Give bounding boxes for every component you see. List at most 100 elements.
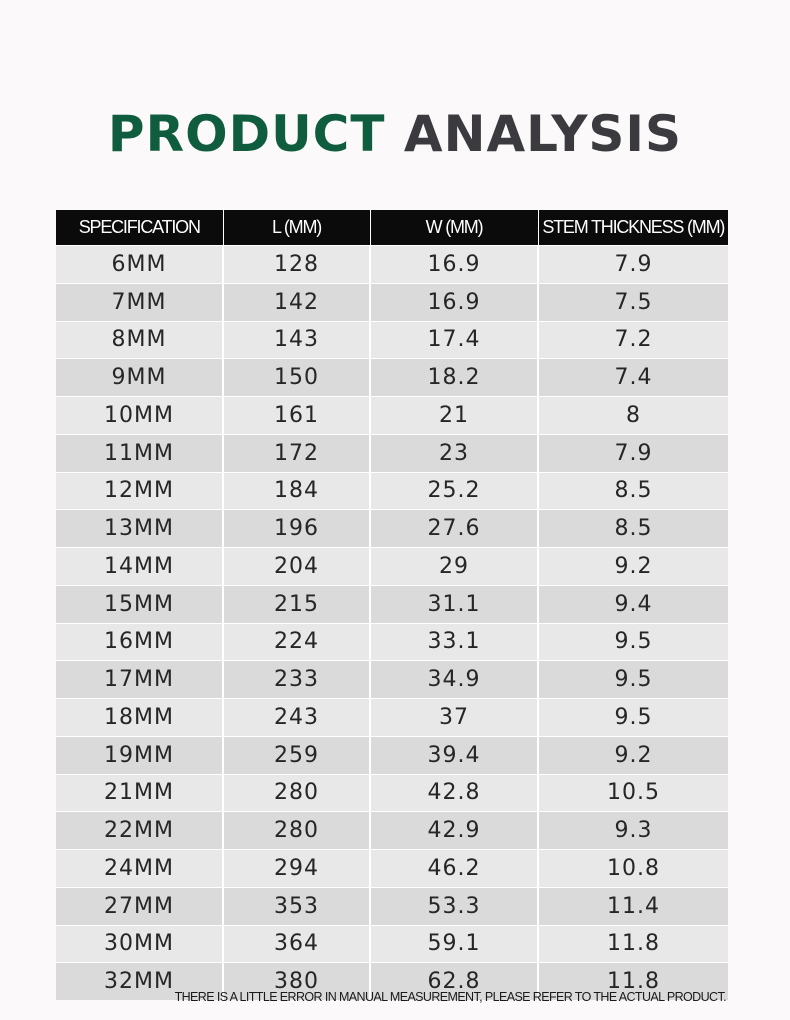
width-cell: 16.9	[370, 282, 539, 321]
stem-thickness-cell: 11.8	[538, 924, 728, 963]
page-title: PRODUCT ANALYSIS	[0, 104, 790, 164]
table-row: 30MM 364 59.1 11.8	[56, 924, 728, 963]
width-cell: 33.1	[370, 622, 539, 661]
length-cell: 224	[223, 622, 371, 661]
header-stem-thickness: STEM THICKNESS (MM)	[538, 210, 728, 246]
stem-thickness-cell: 7.5	[538, 282, 728, 321]
stem-thickness-cell: 11.4	[538, 886, 728, 925]
table-row: 8MM 143 17.4 7.2	[56, 320, 728, 359]
stem-thickness-cell: 9.4	[538, 584, 728, 623]
title-word-analysis: ANALYSIS	[403, 105, 683, 163]
stem-thickness-cell: 11.8	[538, 962, 728, 1000]
width-cell: 42.9	[370, 811, 539, 850]
title-word-product: PRODUCT	[107, 105, 386, 163]
header-specification: SPECIFICATION	[56, 210, 224, 246]
spec-cell: 12MM	[56, 471, 224, 510]
stem-thickness-cell: 9.5	[538, 622, 728, 661]
width-cell: 39.4	[370, 735, 539, 774]
length-cell: 259	[223, 735, 371, 774]
table-row: 19MM 259 39.4 9.2	[56, 735, 728, 774]
table-row: 15MM 215 31.1 9.4	[56, 584, 728, 623]
width-cell: 34.9	[370, 660, 539, 699]
table-row: 12MM 184 25.2 8.5	[56, 471, 728, 510]
width-cell: 53.3	[370, 886, 539, 925]
length-cell: 184	[223, 471, 371, 510]
width-cell: 23	[370, 433, 539, 472]
length-cell: 150	[223, 358, 371, 397]
spec-cell: 30MM	[56, 924, 224, 963]
spec-cell: 11MM	[56, 433, 224, 472]
stem-thickness-cell: 8.5	[538, 471, 728, 510]
spec-cell: 7MM	[56, 282, 224, 321]
table-row: 21MM 280 42.8 10.5	[56, 773, 728, 812]
table-row: 11MM 172 23 7.9	[56, 433, 728, 472]
width-cell: 37	[370, 698, 539, 737]
length-cell: 215	[223, 584, 371, 623]
stem-thickness-cell: 9.3	[538, 811, 728, 850]
stem-thickness-cell: 9.5	[538, 660, 728, 699]
spec-cell: 17MM	[56, 660, 224, 699]
stem-thickness-cell: 9.5	[538, 698, 728, 737]
length-cell: 128	[223, 245, 371, 284]
header-width: W (MM)	[370, 210, 539, 246]
spec-cell: 18MM	[56, 698, 224, 737]
spec-cell: 15MM	[56, 584, 224, 623]
spec-cell: 16MM	[56, 622, 224, 661]
stem-thickness-cell: 10.5	[538, 773, 728, 812]
spec-cell: 14MM	[56, 547, 224, 586]
spec-cell: 32MM	[56, 962, 224, 1000]
spec-cell: 21MM	[56, 773, 224, 812]
width-cell: 62.8	[370, 962, 539, 1000]
table-row: 27MM 353 53.3 11.4	[56, 886, 728, 925]
length-cell: 233	[223, 660, 371, 699]
table-body: 6MM 128 16.9 7.9 7MM 142 16.9 7.5 8MM 143 17.4 7.2 9…	[56, 245, 728, 1000]
table-row: 14MM 204 29 9.2	[56, 547, 728, 586]
table-row: 10MM 161 21 8	[56, 396, 728, 435]
table-row: 16MM 224 33.1 9.5	[56, 622, 728, 661]
width-cell: 17.4	[370, 320, 539, 359]
table-row: 7MM 142 16.9 7.5	[56, 282, 728, 321]
table-header-row: SPECIFICATION L (MM) W (MM) STEM THICKNE…	[56, 210, 728, 246]
spec-cell: 13MM	[56, 509, 224, 548]
length-cell: 353	[223, 886, 371, 925]
spec-cell: 10MM	[56, 396, 224, 435]
width-cell: 59.1	[370, 924, 539, 963]
spec-table: SPECIFICATION L (MM) W (MM) STEM THICKNE…	[56, 210, 728, 1000]
length-cell: 204	[223, 547, 371, 586]
table-row: 6MM 128 16.9 7.9	[56, 245, 728, 284]
length-cell: 143	[223, 320, 371, 359]
table-row: 18MM 243 37 9.5	[56, 698, 728, 737]
width-cell: 46.2	[370, 849, 539, 888]
stem-thickness-cell: 7.4	[538, 358, 728, 397]
width-cell: 18.2	[370, 358, 539, 397]
spec-cell: 6MM	[56, 245, 224, 284]
table-row: 13MM 196 27.6 8.5	[56, 509, 728, 548]
stem-thickness-cell: 7.9	[538, 433, 728, 472]
width-cell: 42.8	[370, 773, 539, 812]
length-cell: 294	[223, 849, 371, 888]
length-cell: 380	[223, 962, 371, 1000]
table-row: 22MM 280 42.9 9.3	[56, 811, 728, 850]
spec-cell: 24MM	[56, 849, 224, 888]
width-cell: 21	[370, 396, 539, 435]
table-row: 32MM 380 62.8 11.8	[56, 962, 728, 1000]
stem-thickness-cell: 8	[538, 396, 728, 435]
length-cell: 280	[223, 811, 371, 850]
length-cell: 196	[223, 509, 371, 548]
stem-thickness-cell: 7.2	[538, 320, 728, 359]
spec-cell: 19MM	[56, 735, 224, 774]
length-cell: 280	[223, 773, 371, 812]
stem-thickness-cell: 9.2	[538, 735, 728, 774]
length-cell: 243	[223, 698, 371, 737]
stem-thickness-cell: 9.2	[538, 547, 728, 586]
stem-thickness-cell: 8.5	[538, 509, 728, 548]
length-cell: 172	[223, 433, 371, 472]
table-row: 17MM 233 34.9 9.5	[56, 660, 728, 699]
width-cell: 16.9	[370, 245, 539, 284]
length-cell: 161	[223, 396, 371, 435]
length-cell: 364	[223, 924, 371, 963]
table-row: 9MM 150 18.2 7.4	[56, 358, 728, 397]
spec-cell: 9MM	[56, 358, 224, 397]
header-length: L (MM)	[223, 210, 371, 246]
length-cell: 142	[223, 282, 371, 321]
